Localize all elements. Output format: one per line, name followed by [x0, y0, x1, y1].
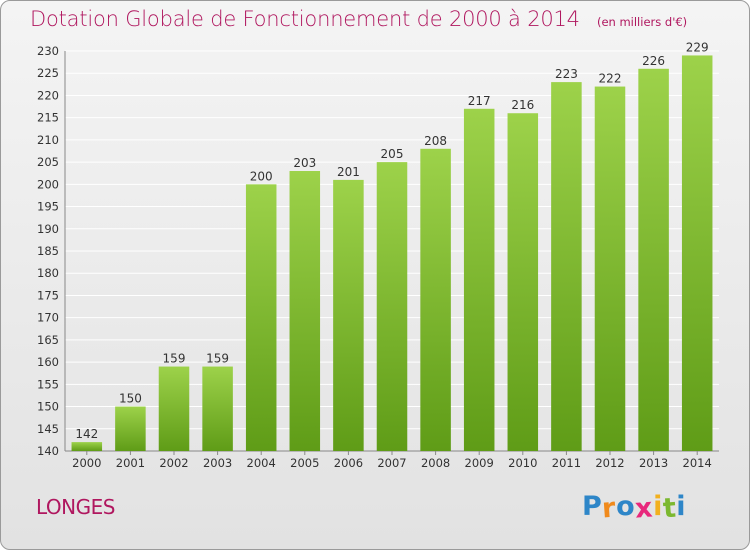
- x-tick-label: 2001: [116, 456, 145, 470]
- data-label: 222: [599, 72, 622, 86]
- bar-2006: [333, 179, 364, 451]
- data-label: 159: [163, 352, 186, 366]
- commune-name: LONGES: [36, 495, 115, 519]
- bar-2014: [681, 55, 713, 451]
- y-tick-label: 215: [37, 111, 59, 125]
- y-tick-label: 140: [37, 444, 59, 458]
- bar-2012: [594, 86, 626, 452]
- logo-letter: r: [601, 492, 618, 525]
- data-labels: 142 150 159 159 200 203 201 205 208 217 216 223 222 2…: [75, 40, 708, 441]
- y-tick-label: 230: [37, 44, 59, 58]
- proxiti-logo: Proxiti: [582, 491, 687, 525]
- y-tick-label: 170: [37, 311, 59, 325]
- y-tick-label: 190: [37, 222, 59, 236]
- bar-2009: [463, 108, 495, 452]
- logo-letter: t: [661, 492, 678, 525]
- bar-2002: [158, 366, 190, 451]
- bar-2008: [420, 148, 451, 451]
- y-tick-label: 210: [37, 133, 59, 147]
- bar-2005: [289, 171, 321, 451]
- chart-title: Dotation Globale de Fonctionnement de 20…: [30, 7, 580, 31]
- y-tick-label: 165: [37, 333, 59, 347]
- logo-letter: x: [634, 492, 655, 525]
- data-label: 216: [511, 98, 534, 112]
- chart-title-row: Dotation Globale de Fonctionnement de 20…: [30, 7, 687, 31]
- logo-letter: i: [653, 491, 663, 522]
- data-label: 208: [424, 134, 447, 148]
- y-tick-label: 145: [37, 422, 59, 436]
- y-tick-label: 200: [37, 177, 59, 191]
- data-label: 142: [75, 427, 98, 441]
- data-label: 200: [250, 169, 273, 183]
- x-tick-label: 2011: [552, 456, 581, 470]
- bar-2010: [507, 113, 539, 451]
- data-label: 201: [337, 165, 360, 179]
- bar-2004: [245, 184, 277, 452]
- y-tick-label: 160: [37, 355, 59, 369]
- data-label: 205: [381, 147, 404, 161]
- data-label: 217: [468, 94, 491, 108]
- x-tick-label: 2010: [508, 456, 537, 470]
- x-tick-label: 2008: [421, 456, 450, 470]
- logo-letter: i: [676, 491, 687, 522]
- bar-2011: [551, 82, 582, 451]
- x-tick-label: 2000: [72, 456, 101, 470]
- logo-letter: P: [582, 491, 603, 522]
- data-label: 229: [686, 40, 709, 54]
- data-label: 203: [293, 156, 316, 170]
- y-tick-label: 195: [37, 200, 59, 214]
- x-tick-label: 2013: [639, 456, 668, 470]
- y-tick-label: 225: [37, 66, 59, 80]
- y-tick-label: 175: [37, 288, 59, 302]
- x-tick-label: 2003: [203, 456, 232, 470]
- x-tick-labels: 2000 2001 2002 2003 2004 2005 2006 2007 2008 2009…: [72, 451, 712, 470]
- y-tick-labels: 140 145 150 155 160 165 170 175 180 185 190 195 200 2…: [37, 44, 59, 458]
- y-tick-label: 180: [37, 266, 59, 280]
- data-label: 223: [555, 67, 578, 81]
- x-tick-label: 2014: [683, 456, 712, 470]
- x-tick-label: 2012: [595, 456, 624, 470]
- y-tick-label: 220: [37, 88, 59, 102]
- x-tick-label: 2004: [247, 456, 276, 470]
- bars: [71, 55, 713, 452]
- data-label: 226: [642, 54, 665, 68]
- bar-2001: [115, 406, 146, 451]
- x-tick-label: 2002: [159, 456, 188, 470]
- bar-2007: [376, 162, 408, 451]
- logo-letter: o: [616, 491, 636, 522]
- x-tick-label: 2005: [290, 456, 319, 470]
- bar-2013: [638, 68, 669, 452]
- y-tick-label: 185: [37, 244, 59, 258]
- chart-subtitle: (en milliers d'€): [596, 15, 688, 29]
- x-tick-label: 2009: [465, 456, 494, 470]
- data-label: 150: [119, 392, 142, 406]
- y-tick-label: 155: [37, 377, 59, 391]
- bar-2003: [202, 366, 233, 451]
- y-tick-label: 150: [37, 400, 59, 414]
- x-tick-label: 2007: [377, 456, 406, 470]
- x-tick-label: 2006: [334, 456, 363, 470]
- bar-2000: [71, 442, 103, 451]
- data-label: 159: [206, 352, 229, 366]
- y-tick-label: 205: [37, 155, 59, 169]
